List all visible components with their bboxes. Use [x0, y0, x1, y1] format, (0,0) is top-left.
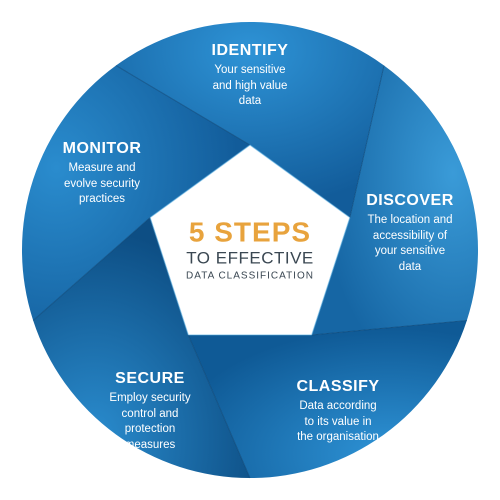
center-line2: TO EFFECTIVE: [160, 249, 340, 269]
segment-desc: Employ securitycontrol andprotectionmeas…: [80, 391, 220, 453]
segment-desc: The location andaccessibility ofyour sen…: [340, 213, 480, 275]
label-classify: CLASSIFY Data accordingto its value inth…: [268, 378, 408, 446]
center-caption: 5 STEPS TO EFFECTIVE DATA CLASSIFICATION: [160, 219, 340, 282]
center-line3: DATA CLASSIFICATION: [160, 271, 340, 282]
segment-title: DISCOVER: [340, 192, 480, 210]
label-identify: IDENTIFY Your sensitiveand high valuedat…: [175, 42, 325, 110]
segment-title: MONITOR: [37, 140, 167, 158]
segment-desc: Measure andevolve securitypractices: [37, 161, 167, 208]
label-discover: DISCOVER The location andaccessibility o…: [340, 192, 480, 275]
segment-desc: Your sensitiveand high valuedata: [175, 63, 325, 110]
segment-title: CLASSIFY: [268, 378, 408, 396]
segment-title: SECURE: [80, 370, 220, 388]
label-secure: SECURE Employ securitycontrol andprotect…: [80, 370, 220, 453]
label-monitor: MONITOR Measure andevolve securitypracti…: [37, 140, 167, 208]
center-line1: 5 STEPS: [160, 219, 340, 247]
segment-desc: Data accordingto its value inthe organis…: [268, 399, 408, 446]
segment-title: IDENTIFY: [175, 42, 325, 60]
